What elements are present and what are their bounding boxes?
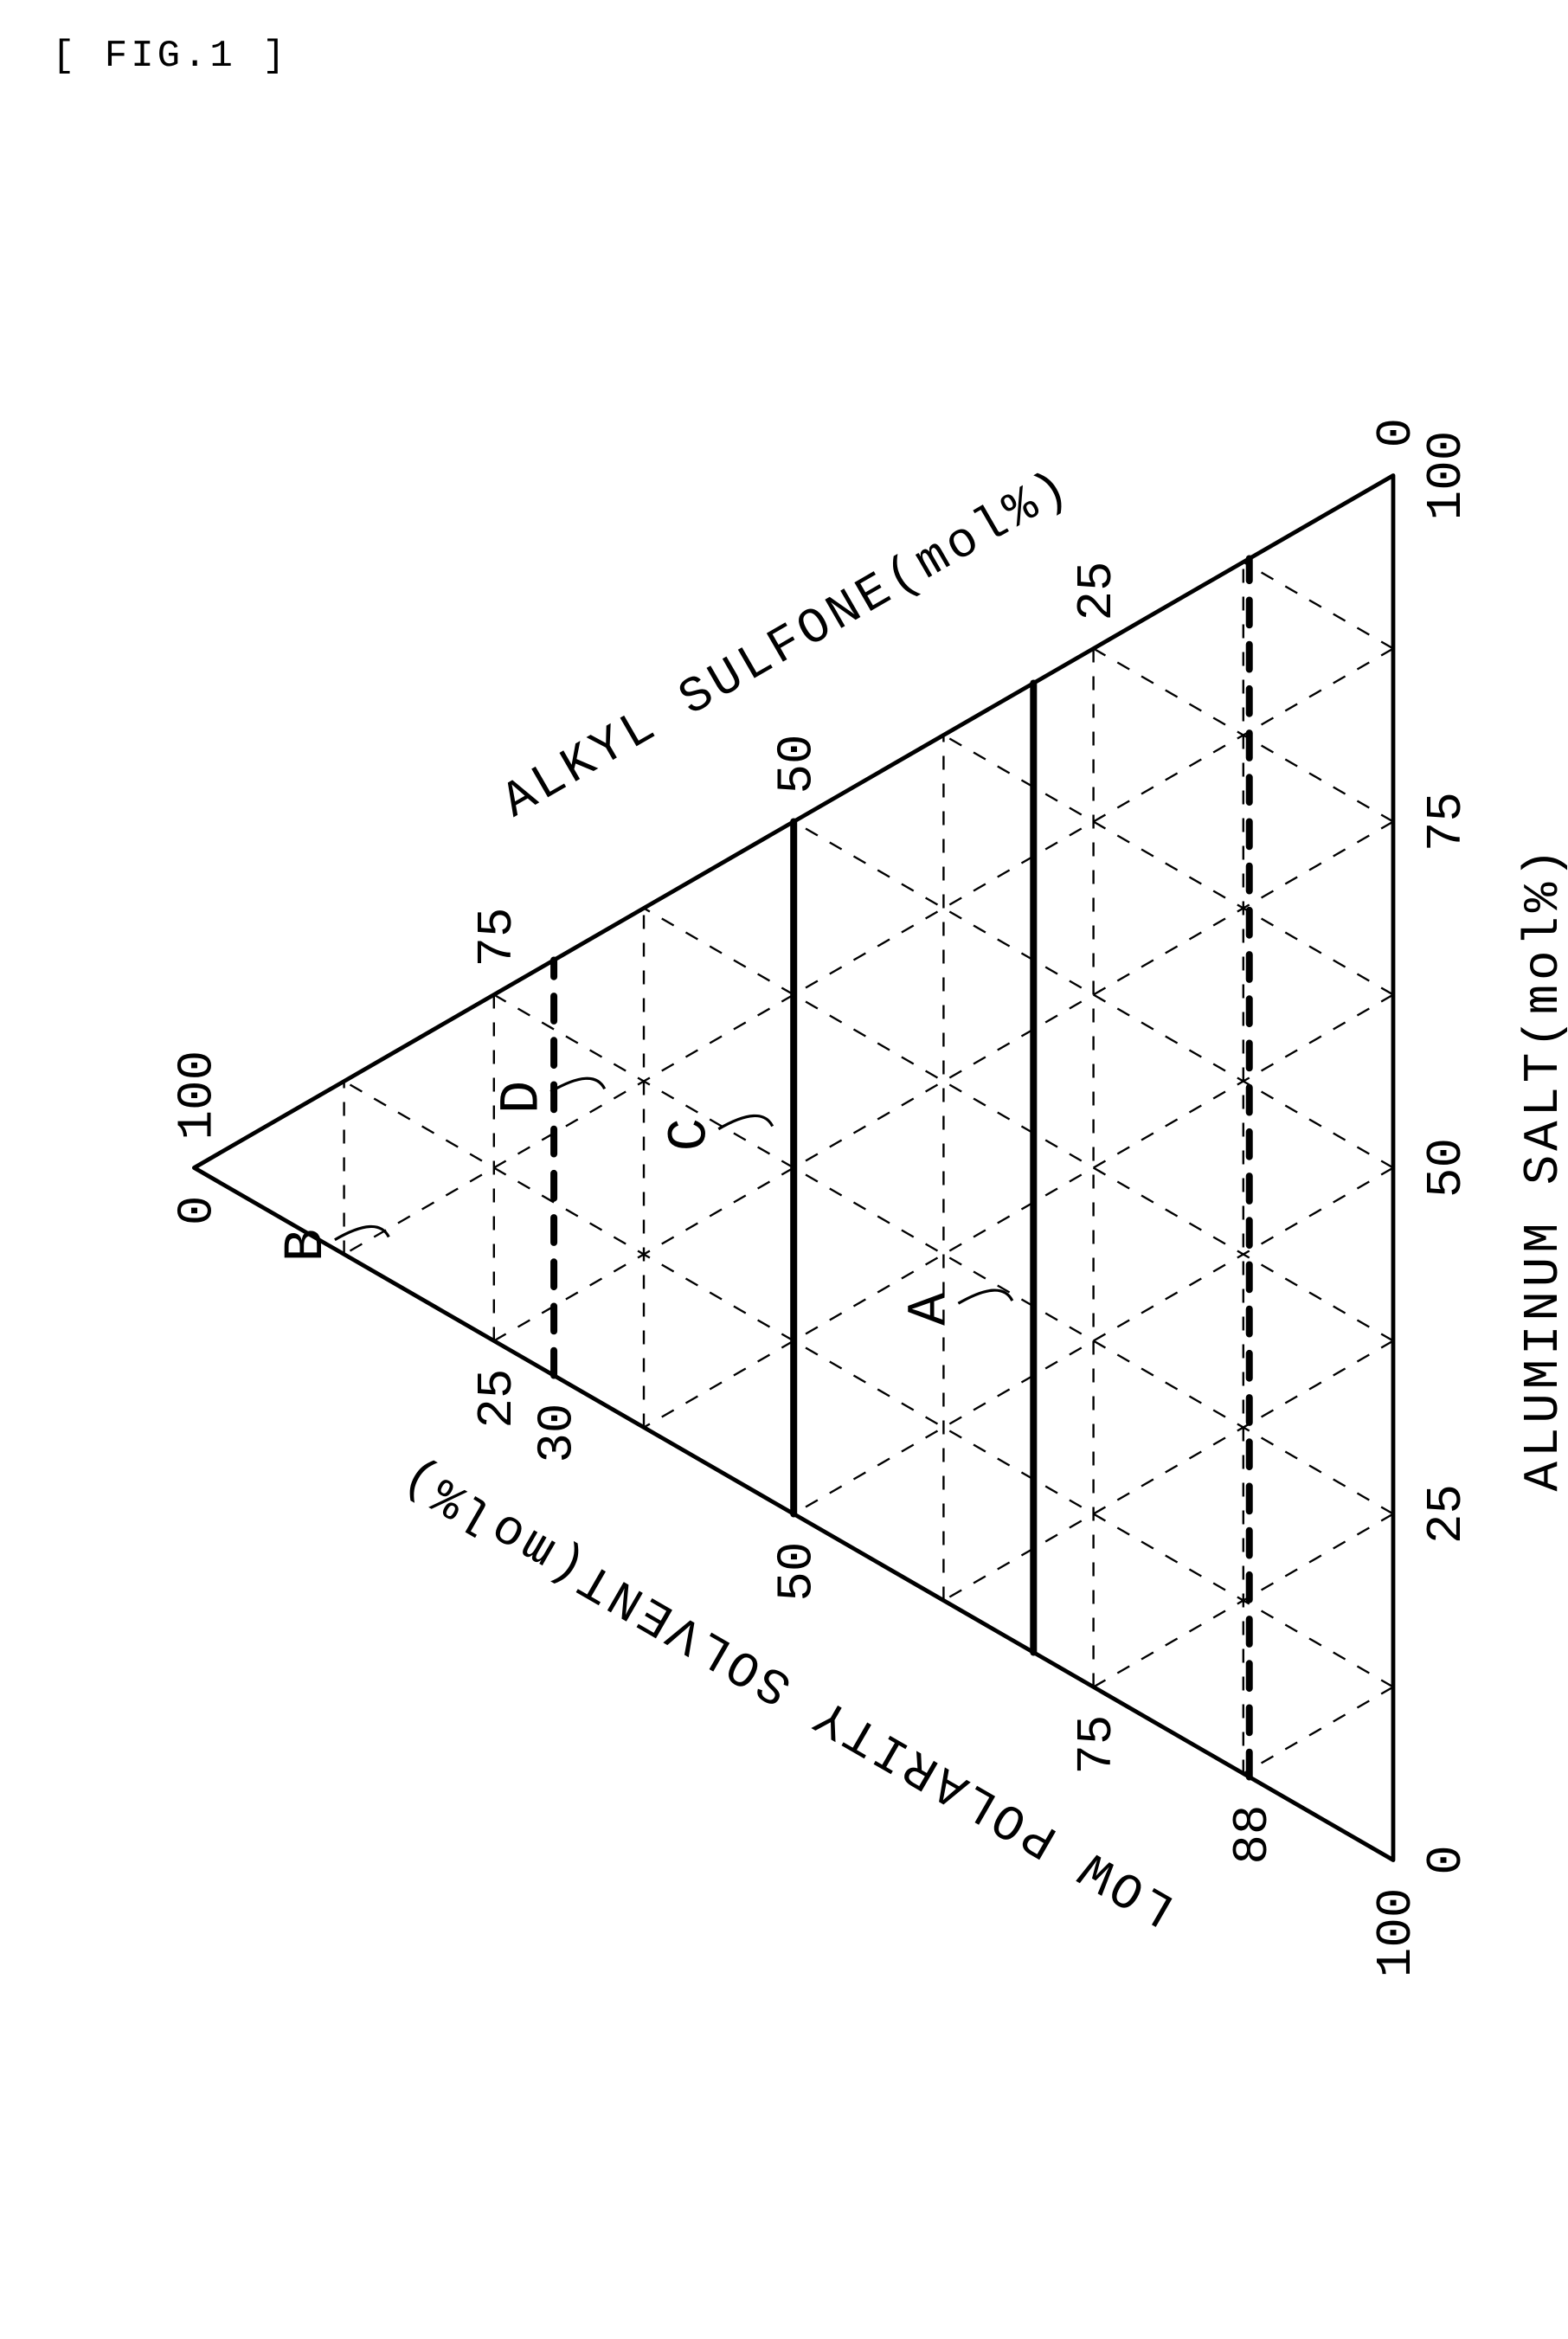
tick-right: 100 bbox=[170, 1050, 227, 1140]
tick-left: 75 bbox=[1070, 1714, 1126, 1774]
region-label-a: A bbox=[899, 1291, 961, 1325]
tick-bottom: 25 bbox=[1419, 1483, 1475, 1543]
region-label-c: C bbox=[659, 1117, 722, 1150]
tick-left: 88 bbox=[1225, 1804, 1282, 1864]
region-label-b: B bbox=[276, 1228, 338, 1261]
axis-label-bottom: ALUMINUM SALT(mol%) bbox=[1516, 844, 1568, 1491]
tick-bottom: 75 bbox=[1419, 791, 1475, 851]
tick-left: 100 bbox=[1369, 1887, 1425, 1977]
tick-left: 0 bbox=[170, 1195, 227, 1225]
tick-right: 75 bbox=[470, 907, 526, 967]
tick-bottom: 0 bbox=[1419, 1845, 1475, 1875]
region-label-d: D bbox=[492, 1080, 554, 1113]
tick-right: 50 bbox=[769, 734, 826, 794]
tick-right: 0 bbox=[1369, 417, 1425, 447]
tick-bottom: 100 bbox=[1419, 430, 1475, 520]
tick-left: 25 bbox=[470, 1368, 526, 1428]
page: [ FIG.1 ] 025507510002530507588100025507… bbox=[0, 0, 1568, 2339]
ternary-diagram: 0255075100025305075881000255075100ALUMIN… bbox=[0, 198, 1568, 2141]
tick-left: 30 bbox=[530, 1403, 586, 1462]
tick-right: 25 bbox=[1070, 561, 1126, 620]
tick-bottom: 50 bbox=[1419, 1137, 1475, 1197]
figure-label: [ FIG.1 ] bbox=[52, 35, 289, 78]
tick-left: 50 bbox=[769, 1541, 826, 1601]
